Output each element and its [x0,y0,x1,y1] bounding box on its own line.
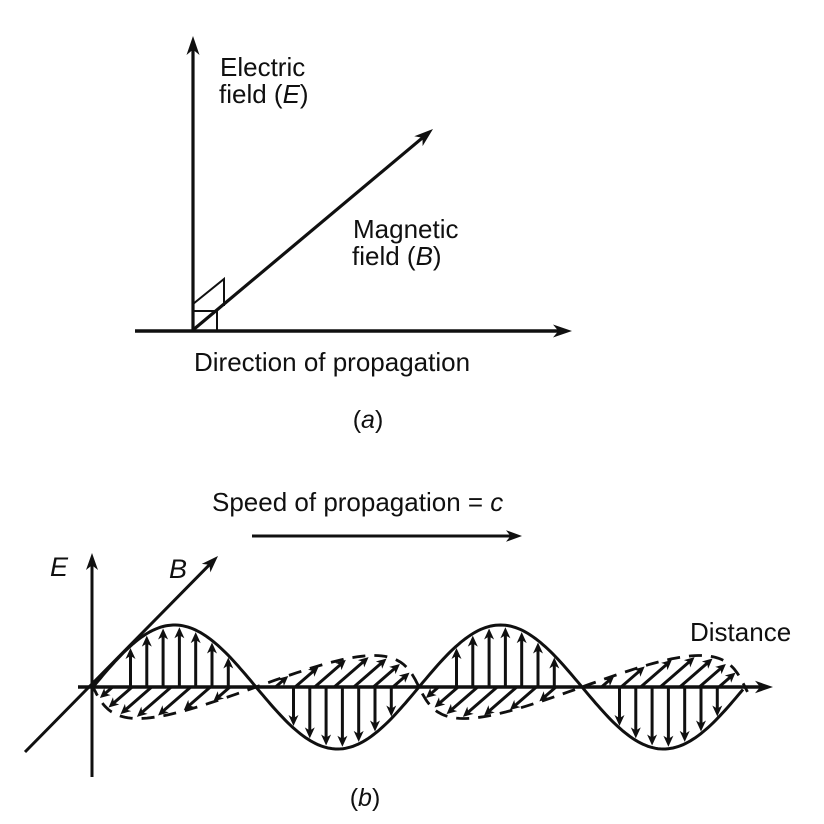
e-field-wave-curve [91,623,745,751]
propagation-direction-axis-arrow [135,324,572,338]
panel-b: Speed of propagation = c E B Distance (b… [23,487,791,812]
electric-field-label-line1: Electric [220,52,305,82]
magnetic-field-label-line2: field (B) [352,241,442,271]
speed-of-propagation-label: Speed of propagation = c [212,487,503,517]
e-field-arrows [125,627,723,747]
speed-of-propagation-arrow [252,530,522,542]
e-axis-label: E [50,552,69,582]
panel-a: Electric field (E) Magnetic field (B) Di… [135,36,572,434]
magnetic-field-label-line1: Magnetic [353,214,459,244]
distance-axis-label: Distance [690,617,791,647]
right-angle-marks [192,276,225,331]
panel-a-caption: (a) [353,406,384,434]
b-field-dashed-envelope [90,654,749,720]
electric-field-axis-arrow [186,36,200,331]
electric-field-label-line2: field (E) [219,79,309,109]
b-field-arrows [99,657,736,717]
e-axis-arrow [86,553,98,777]
b-axis-label: B [169,554,187,584]
panel-b-caption: (b) [350,784,381,812]
propagation-axis-label: Direction of propagation [194,347,470,377]
magnetic-field-vector-arrow [191,129,433,332]
